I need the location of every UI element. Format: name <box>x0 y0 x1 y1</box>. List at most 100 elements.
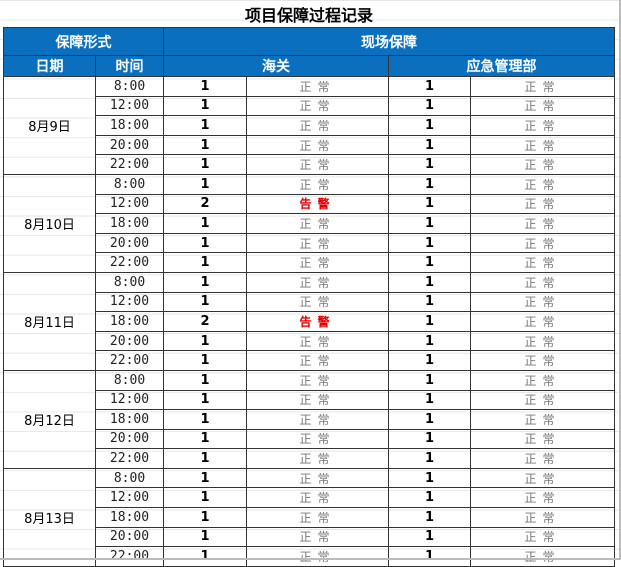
customs-count-cell[interactable]: 1 <box>163 271 247 293</box>
customs-count-cell[interactable]: 1 <box>163 487 247 509</box>
emergency-count-cell[interactable]: 1 <box>388 507 471 528</box>
time-cell[interactable]: 22:00 <box>95 252 164 273</box>
emergency-status-cell[interactable]: 正常 <box>469 487 616 509</box>
customs-count-cell[interactable]: 1 <box>163 369 247 391</box>
customs-count-cell[interactable]: 1 <box>163 428 247 450</box>
customs-count-cell[interactable]: 1 <box>163 154 247 175</box>
emergency-status-cell[interactable]: 正常 <box>469 526 616 548</box>
emergency-status-cell[interactable]: 正常 <box>469 546 616 567</box>
customs-count-cell[interactable]: 1 <box>163 76 247 97</box>
time-cell[interactable]: 8:00 <box>95 173 164 195</box>
customs-status-cell[interactable]: 正常 <box>246 134 389 156</box>
time-cell[interactable]: 22:00 <box>95 448 164 469</box>
emergency-status-cell[interactable]: 正常 <box>469 193 616 215</box>
customs-status-cell[interactable]: 正常 <box>246 526 389 548</box>
date-cell[interactable]: 8月10日 <box>3 173 96 273</box>
customs-count-cell[interactable]: 1 <box>163 173 247 195</box>
time-cell[interactable]: 20:00 <box>95 134 164 156</box>
time-cell[interactable]: 18:00 <box>95 311 164 332</box>
emergency-count-cell[interactable]: 1 <box>388 369 471 391</box>
emergency-status-cell[interactable]: 正常 <box>469 154 616 175</box>
emergency-status-cell[interactable]: 正常 <box>469 369 616 391</box>
emergency-status-cell[interactable]: 正常 <box>469 115 616 136</box>
time-cell[interactable]: 12:00 <box>95 389 164 411</box>
header-customs[interactable]: 海关 <box>163 55 389 77</box>
header-form[interactable]: 保障形式 <box>3 27 164 56</box>
emergency-status-cell[interactable]: 正常 <box>469 76 616 97</box>
customs-status-cell[interactable]: 正常 <box>246 350 389 371</box>
header-date[interactable]: 日期 <box>3 55 96 77</box>
customs-count-cell[interactable]: 1 <box>163 95 247 117</box>
emergency-count-cell[interactable]: 1 <box>388 526 471 548</box>
emergency-count-cell[interactable]: 1 <box>388 76 471 97</box>
customs-status-cell[interactable]: 正常 <box>246 546 389 567</box>
emergency-status-cell[interactable]: 正常 <box>469 428 616 450</box>
emergency-status-cell[interactable]: 正常 <box>469 330 616 352</box>
customs-count-cell[interactable]: 1 <box>163 213 247 234</box>
customs-count-cell[interactable]: 1 <box>163 115 247 136</box>
emergency-count-cell[interactable]: 1 <box>388 95 471 117</box>
customs-status-cell[interactable]: 正常 <box>246 252 389 273</box>
emergency-status-cell[interactable]: 正常 <box>469 409 616 430</box>
emergency-count-cell[interactable]: 1 <box>388 546 471 567</box>
time-cell[interactable]: 18:00 <box>95 115 164 136</box>
time-cell[interactable]: 18:00 <box>95 213 164 234</box>
customs-status-cell[interactable]: 正常 <box>246 409 389 430</box>
customs-count-cell[interactable]: 1 <box>163 330 247 352</box>
customs-status-cell[interactable]: 正常 <box>246 389 389 411</box>
time-cell[interactable]: 12:00 <box>95 487 164 509</box>
time-cell[interactable]: 12:00 <box>95 95 164 117</box>
time-cell[interactable]: 20:00 <box>95 330 164 352</box>
emergency-status-cell[interactable]: 正常 <box>469 389 616 411</box>
customs-status-cell[interactable]: 正常 <box>246 448 389 469</box>
customs-count-cell[interactable]: 1 <box>163 409 247 430</box>
emergency-status-cell[interactable]: 正常 <box>469 448 616 469</box>
emergency-count-cell[interactable]: 1 <box>388 173 471 195</box>
emergency-count-cell[interactable]: 1 <box>388 311 471 332</box>
customs-status-cell[interactable]: 正常 <box>246 330 389 352</box>
customs-status-cell[interactable]: 正常 <box>246 154 389 175</box>
customs-count-cell[interactable]: 1 <box>163 252 247 273</box>
emergency-status-cell[interactable]: 正常 <box>469 232 616 254</box>
customs-count-cell[interactable]: 2 <box>163 311 247 332</box>
emergency-status-cell[interactable]: 正常 <box>469 507 616 528</box>
customs-status-cell[interactable]: 正常 <box>246 213 389 234</box>
time-cell[interactable]: 20:00 <box>95 428 164 450</box>
emergency-status-cell[interactable]: 正常 <box>469 213 616 234</box>
time-cell[interactable]: 22:00 <box>95 154 164 175</box>
emergency-status-cell[interactable]: 正常 <box>469 252 616 273</box>
time-cell[interactable]: 12:00 <box>95 291 164 313</box>
customs-status-cell[interactable]: 正常 <box>246 467 389 489</box>
emergency-count-cell[interactable]: 1 <box>388 252 471 273</box>
customs-status-cell[interactable]: 正常 <box>246 291 389 313</box>
time-cell[interactable]: 8:00 <box>95 271 164 293</box>
customs-status-cell[interactable]: 正常 <box>246 115 389 136</box>
emergency-count-cell[interactable]: 1 <box>388 134 471 156</box>
customs-count-cell[interactable]: 1 <box>163 546 247 567</box>
time-cell[interactable]: 22:00 <box>95 546 164 567</box>
customs-status-cell[interactable]: 正常 <box>246 271 389 293</box>
customs-status-cell[interactable]: 正常 <box>246 76 389 97</box>
emergency-status-cell[interactable]: 正常 <box>469 291 616 313</box>
customs-status-cell[interactable]: 正常 <box>246 173 389 195</box>
sheet-title[interactable]: 项目保障过程记录 <box>3 0 615 28</box>
emergency-count-cell[interactable]: 1 <box>388 448 471 469</box>
customs-count-cell[interactable]: 1 <box>163 232 247 254</box>
customs-status-cell[interactable]: 正常 <box>246 507 389 528</box>
time-cell[interactable]: 20:00 <box>95 232 164 254</box>
emergency-count-cell[interactable]: 1 <box>388 213 471 234</box>
customs-status-cell[interactable]: 告警 <box>246 193 389 215</box>
date-cell[interactable]: 8月13日 <box>3 467 96 567</box>
header-site[interactable]: 现场保障 <box>162 27 616 56</box>
customs-status-cell[interactable]: 正常 <box>246 95 389 117</box>
emergency-count-cell[interactable]: 1 <box>388 330 471 352</box>
emergency-count-cell[interactable]: 1 <box>388 193 471 215</box>
emergency-count-cell[interactable]: 1 <box>388 154 471 175</box>
emergency-status-cell[interactable]: 正常 <box>469 95 616 117</box>
date-cell[interactable]: 8月12日 <box>3 369 96 469</box>
time-cell[interactable]: 12:00 <box>95 193 164 215</box>
time-cell[interactable]: 8:00 <box>95 76 164 97</box>
customs-status-cell[interactable]: 正常 <box>246 369 389 391</box>
customs-status-cell[interactable]: 告警 <box>246 311 389 332</box>
time-cell[interactable]: 20:00 <box>95 526 164 548</box>
